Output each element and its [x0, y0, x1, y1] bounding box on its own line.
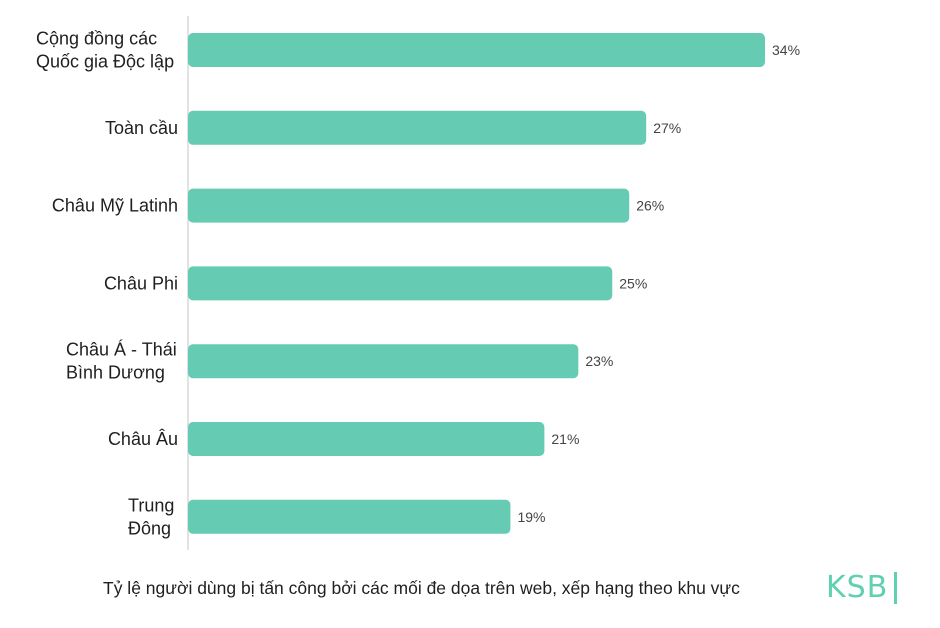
bar [188, 422, 545, 456]
value-label: 19% [517, 509, 545, 525]
category-label: Châu Mỹ Latinh [52, 196, 178, 216]
bar [188, 188, 630, 223]
category-label: Toàn cầu [105, 118, 178, 138]
bar [188, 266, 613, 301]
bar [188, 110, 647, 145]
category-label: Cộng đồng các Quốc gia Độc lập [36, 29, 174, 72]
category-label: Châu Âu [108, 429, 178, 449]
logo-text: KSB [826, 570, 889, 605]
logo-bar [894, 572, 898, 604]
category-label: Châu Á - Thái Bình Dương [66, 340, 177, 383]
bar [188, 499, 511, 534]
value-label: 34% [772, 42, 800, 58]
bar-chart: Cộng đồng các Quốc gia Độc lập Toàn cầu Châ… [36, 16, 800, 550]
value-label: 21% [551, 431, 579, 447]
chart-caption: Tỷ lệ người dùng bị tấn công bởi các mối… [103, 578, 740, 598]
ksb-logo: KSB [826, 568, 906, 608]
value-label: 27% [653, 120, 681, 136]
category-label: Trung Đông [128, 495, 174, 538]
bar [188, 344, 579, 379]
value-label: 26% [636, 198, 664, 214]
category-label: Châu Phi [104, 273, 178, 293]
bar [188, 33, 765, 67]
value-label: 23% [585, 353, 613, 369]
value-label: 25% [619, 275, 647, 291]
